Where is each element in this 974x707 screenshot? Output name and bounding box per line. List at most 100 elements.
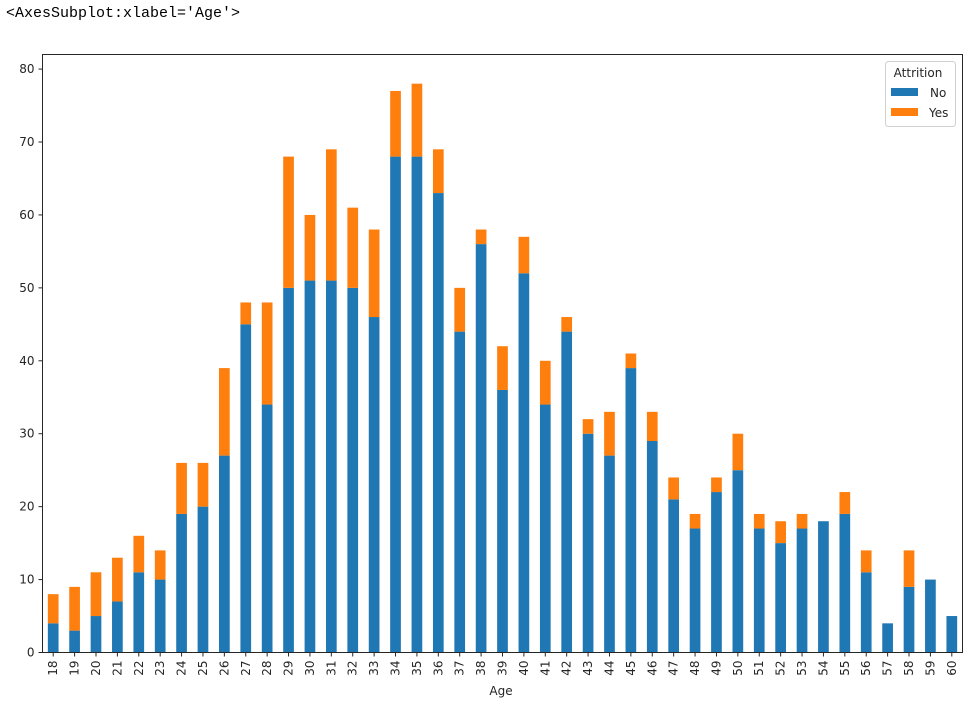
y-tick-label: 20 — [19, 500, 34, 514]
bar-yes-age-38 — [475, 229, 487, 245]
y-tick-label: 70 — [19, 135, 34, 149]
bar-no-age-43 — [582, 433, 594, 653]
bar-yes-age-49 — [711, 477, 722, 493]
x-tick-label: 24 — [175, 661, 189, 676]
x-tick-label: 36 — [431, 661, 445, 676]
bar-yes-age-56 — [860, 550, 872, 573]
x-tick-label: 48 — [688, 661, 702, 676]
legend-title: Attrition — [894, 66, 943, 80]
bar-yes-age-37 — [454, 287, 466, 332]
bar-no-age-24 — [176, 513, 187, 653]
bar-no-age-50 — [732, 470, 744, 653]
legend: Attrition No Yes — [885, 61, 956, 127]
bar-no-age-48 — [689, 528, 701, 653]
bar-no-age-37 — [454, 331, 466, 653]
bar-yes-age-33 — [368, 229, 380, 318]
x-tick-label: 34 — [389, 661, 403, 676]
bar-no-age-60 — [946, 616, 958, 653]
x-tick-label: 41 — [538, 661, 552, 676]
bar-yes-age-35 — [411, 83, 423, 157]
x-tick-label: 27 — [239, 661, 253, 676]
y-tick-label: 10 — [19, 573, 34, 587]
bar-no-age-30 — [304, 280, 316, 653]
bar-yes-age-46 — [646, 411, 658, 442]
y-tick-label: 40 — [19, 354, 34, 368]
bar-yes-age-44 — [604, 411, 615, 456]
bar-yes-age-34 — [390, 90, 401, 157]
bar-no-age-29 — [283, 287, 294, 653]
bar-yes-age-50 — [732, 433, 744, 471]
y-axis: 0 10 20 30 40 50 60 70 80 — [19, 62, 43, 660]
bar-no-age-23 — [154, 579, 166, 653]
x-tick-label: 40 — [517, 661, 531, 676]
x-axis-label: Age — [489, 684, 512, 698]
bar-no-age-51 — [753, 528, 765, 653]
x-tick-label: 39 — [496, 661, 510, 676]
bar-no-age-45 — [625, 368, 637, 653]
bar-yes-age-41 — [539, 360, 551, 405]
bar-no-age-41 — [539, 404, 551, 653]
bar-yes-age-21 — [112, 557, 123, 602]
bar-no-age-18 — [47, 623, 59, 653]
bar-no-age-47 — [668, 499, 680, 653]
x-tick-label: 23 — [153, 661, 167, 676]
bar-no-age-58 — [903, 586, 915, 653]
x-tick-label: 45 — [624, 661, 638, 676]
bar-yes-age-20 — [90, 572, 102, 617]
x-tick-label: 44 — [602, 661, 616, 676]
x-tick-label: 59 — [923, 661, 937, 676]
x-tick-label: 33 — [367, 661, 381, 676]
bar-no-age-59 — [925, 579, 936, 653]
bar-no-age-52 — [775, 543, 786, 653]
bar-yes-age-58 — [903, 550, 915, 587]
x-tick-label: 60 — [945, 661, 959, 676]
x-tick-label: 53 — [795, 661, 809, 676]
bar-yes-age-22 — [133, 535, 145, 573]
bars-group — [47, 83, 958, 653]
bar-no-age-26 — [219, 455, 230, 653]
x-axis: 18 19 20 21 22 23 24 25 26 27 28 29 30 31 32 33 34 35 36 37… — [46, 652, 959, 676]
bar-yes-age-23 — [154, 550, 166, 580]
bar-no-age-34 — [390, 156, 401, 653]
x-tick-label: 54 — [816, 661, 830, 676]
bar-yes-age-45 — [625, 353, 637, 369]
bar-yes-age-26 — [219, 368, 230, 456]
bar-yes-age-47 — [668, 477, 680, 500]
bar-yes-age-53 — [796, 513, 808, 529]
x-tick-label: 56 — [859, 661, 873, 676]
legend-swatch-no — [891, 88, 918, 96]
legend-label-no: No — [930, 86, 946, 100]
x-tick-label: 38 — [474, 661, 488, 676]
bar-yes-age-29 — [283, 156, 294, 288]
bar-no-age-40 — [518, 273, 530, 653]
y-tick-label: 30 — [19, 427, 34, 441]
bar-yes-age-55 — [839, 492, 851, 514]
x-tick-label: 43 — [581, 661, 595, 676]
x-tick-label: 18 — [46, 661, 60, 676]
bar-yes-age-18 — [47, 594, 59, 624]
bar-no-age-33 — [368, 317, 380, 653]
bar-yes-age-42 — [561, 317, 573, 332]
y-tick-label: 60 — [19, 208, 34, 222]
bar-no-age-39 — [497, 389, 508, 653]
bar-no-age-53 — [796, 528, 808, 653]
x-tick-label: 52 — [774, 661, 788, 676]
bar-no-age-38 — [475, 244, 487, 653]
bar-no-age-28 — [261, 404, 273, 653]
x-tick-label: 22 — [132, 661, 146, 676]
x-tick-label: 35 — [410, 661, 424, 676]
bar-yes-age-31 — [325, 149, 337, 281]
bar-no-age-54 — [818, 521, 829, 653]
legend-swatch-yes — [891, 108, 918, 116]
x-tick-label: 29 — [282, 661, 296, 676]
x-tick-label: 25 — [196, 661, 210, 676]
bar-yes-age-30 — [304, 214, 316, 281]
y-tick-label: 50 — [19, 281, 34, 295]
bar-no-age-36 — [432, 193, 444, 653]
x-tick-label: 49 — [709, 661, 723, 676]
x-tick-label: 32 — [346, 661, 360, 676]
x-tick-label: 46 — [645, 661, 659, 676]
x-tick-label: 21 — [110, 661, 124, 676]
bar-yes-age-19 — [69, 586, 80, 631]
